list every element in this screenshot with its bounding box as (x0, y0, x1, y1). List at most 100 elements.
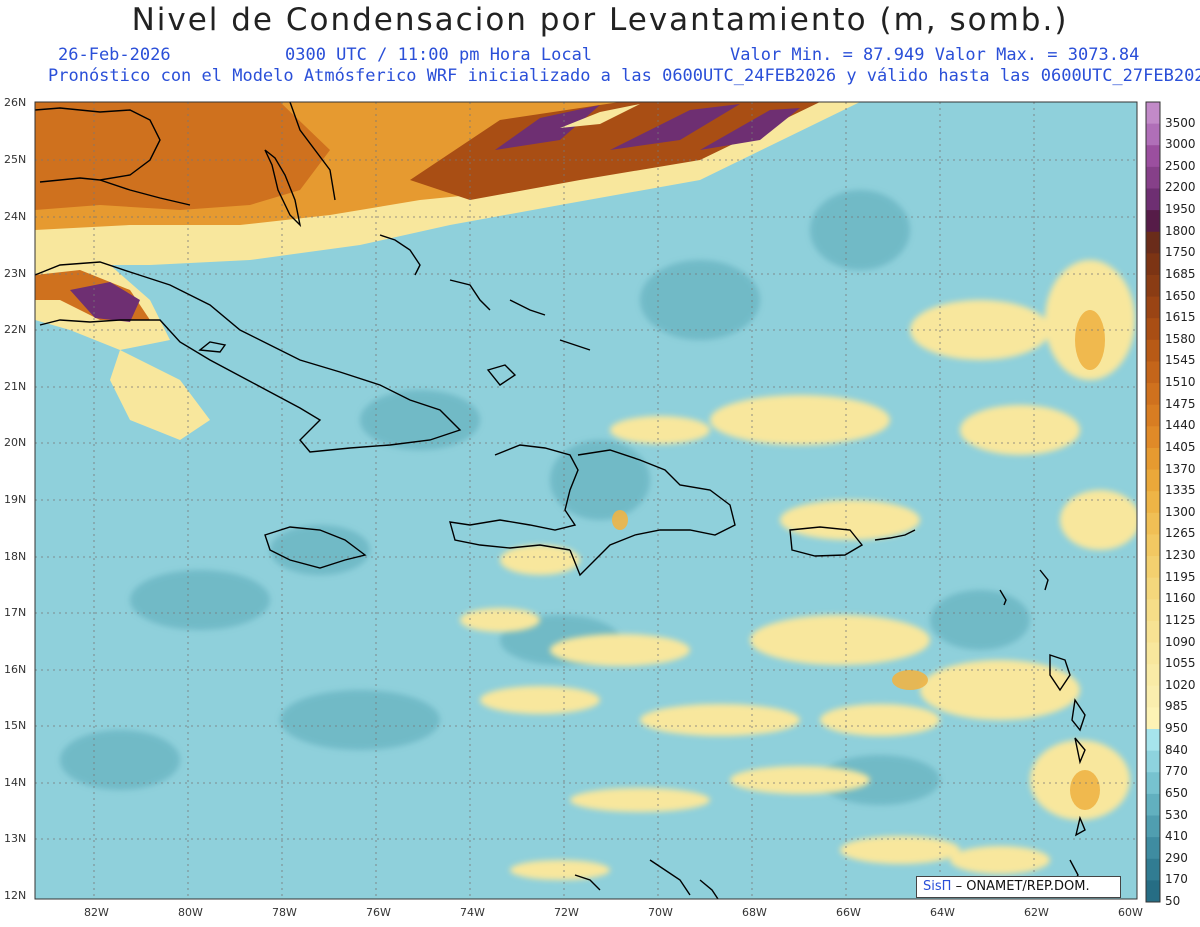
jamaica (264, 526, 367, 569)
lon-label-76w: 76W (366, 906, 391, 919)
colorbar-swatch (1146, 880, 1160, 903)
lon-label-68w: 68W (742, 906, 767, 919)
colorbar (1145, 101, 1161, 903)
florida-coast (35, 107, 161, 183)
colorbar-level-label: 1125 (1165, 612, 1196, 627)
colorbar-level-label: 1440 (1165, 418, 1196, 433)
colorbar-level-label: 1750 (1165, 245, 1196, 260)
colorbar-swatch (1146, 793, 1160, 817)
colorbar-level-label: 1195 (1165, 569, 1196, 584)
colorbar-level-label: 1510 (1165, 375, 1196, 390)
south-coast-3 (574, 874, 601, 891)
colorbar-level-label: 985 (1165, 699, 1188, 714)
colorbar-level-label: 170 (1165, 872, 1188, 887)
lat-lon-grid (35, 102, 1137, 899)
colorbar-level-label: 3500 (1165, 115, 1196, 130)
colorbar-swatch (1146, 491, 1160, 514)
colorbar-level-label: 3000 (1165, 137, 1196, 152)
colorbar-level-label: 1160 (1165, 591, 1196, 606)
colorbar-level-label: 1230 (1165, 548, 1196, 563)
lat-label-23n: 23N (4, 267, 27, 280)
colorbar-swatch (1146, 383, 1160, 406)
colorbar-level-label: 50 (1165, 894, 1181, 908)
colorbar-swatch (1146, 361, 1160, 384)
colorbar-swatch (1146, 296, 1160, 319)
lesser-antilles-2 (999, 589, 1007, 606)
lon-label-64w: 64W (930, 906, 955, 919)
colorbar-level-label: 840 (1165, 742, 1188, 757)
colorbar-level-label: 1685 (1165, 266, 1196, 281)
lon-label-80w: 80W (178, 906, 203, 919)
colorbar-level-label: 1580 (1165, 331, 1196, 346)
lat-label-15n: 15N (4, 719, 27, 732)
colorbar-swatch (1146, 404, 1160, 427)
colorbar-level-label: 1020 (1165, 677, 1196, 692)
colorbar-level-label: 1650 (1165, 288, 1196, 303)
lat-label-13n: 13N (4, 832, 27, 845)
colorbar-level-label: 1055 (1165, 656, 1196, 671)
lat-label-19n: 19N (4, 493, 27, 506)
lon-label-60w: 60W (1118, 906, 1143, 919)
lat-label-17n: 17N (4, 606, 27, 619)
colorbar-swatch (1146, 166, 1160, 189)
lat-label-25n: 25N (4, 153, 27, 166)
colorbar-swatch (1146, 750, 1160, 773)
colorbar-swatch (1146, 447, 1160, 471)
lat-label-12n: 12N (4, 889, 27, 902)
colorbar-swatch (1146, 620, 1160, 644)
haiti-north (449, 444, 579, 551)
colorbar-swatch (1146, 123, 1160, 146)
puerto-rico (789, 526, 864, 557)
lon-label-74w: 74W (460, 906, 485, 919)
colorbar-level-label: 1800 (1165, 223, 1196, 238)
florida-east (289, 102, 336, 201)
credit-box: SisΠ – ONAMET/REP.DOM. (916, 876, 1121, 898)
colorbar-level-label: 1405 (1165, 439, 1196, 454)
colorbar-swatch (1146, 231, 1160, 254)
colorbar-swatch (1146, 685, 1160, 708)
colorbar-level-label: 1370 (1165, 461, 1196, 476)
min-max-values: Valor Min. = 87.949 Valor Max. = 3073.84 (730, 45, 1140, 65)
colorbar-level-label: 1090 (1165, 634, 1196, 649)
cuba-coast (35, 261, 462, 453)
forecast-date: 26-Feb-2026 (58, 45, 171, 65)
colorbar-swatch (1146, 274, 1160, 298)
isla-juventud (198, 341, 227, 353)
martinique (1071, 698, 1086, 732)
colorbar-swatch (1146, 534, 1160, 557)
turks-caicos (559, 339, 591, 351)
florida-keys (99, 179, 191, 206)
colorbar-swatch (1146, 599, 1160, 622)
colorbar-level-label: 950 (1165, 721, 1188, 736)
colorbar-frame (1145, 101, 1161, 903)
colorbar-swatch (1146, 858, 1160, 881)
lon-label-70w: 70W (648, 906, 673, 919)
colorbar-swatch (1146, 253, 1160, 276)
barbados (1074, 815, 1086, 837)
map-frame (34, 101, 1138, 900)
lat-label-26n: 26N (4, 96, 27, 109)
map-title: Nivel de Condensacion por Levantamiento … (131, 2, 1069, 38)
dominican-rep (569, 449, 736, 577)
colorbar-level-label: 290 (1165, 850, 1188, 865)
bahamas-4 (509, 299, 546, 316)
guadeloupe (1049, 654, 1071, 692)
colorbar-swatch (1146, 339, 1160, 362)
colorbar-swatch (1146, 837, 1160, 860)
colorbar-swatch (1146, 729, 1160, 752)
colorbar-swatch (1146, 577, 1160, 600)
lon-label-72w: 72W (554, 906, 579, 919)
colorbar-level-label: 1615 (1165, 310, 1196, 325)
south-coast-1 (649, 859, 691, 896)
lon-label-66w: 66W (836, 906, 861, 919)
colorbar-swatch (1146, 469, 1160, 492)
lon-label-62w: 62W (1024, 906, 1049, 919)
colorbar-level-label: 1475 (1165, 396, 1196, 411)
colorbar-level-label: 2200 (1165, 180, 1196, 195)
lat-label-24n: 24N (4, 210, 27, 223)
colorbar-swatch (1146, 707, 1160, 730)
bahamas-2 (379, 234, 421, 276)
colorbar-level-label: 1300 (1165, 504, 1196, 519)
colorbar-level-label: 2500 (1165, 158, 1196, 173)
lat-label-16n: 16N (4, 663, 27, 676)
